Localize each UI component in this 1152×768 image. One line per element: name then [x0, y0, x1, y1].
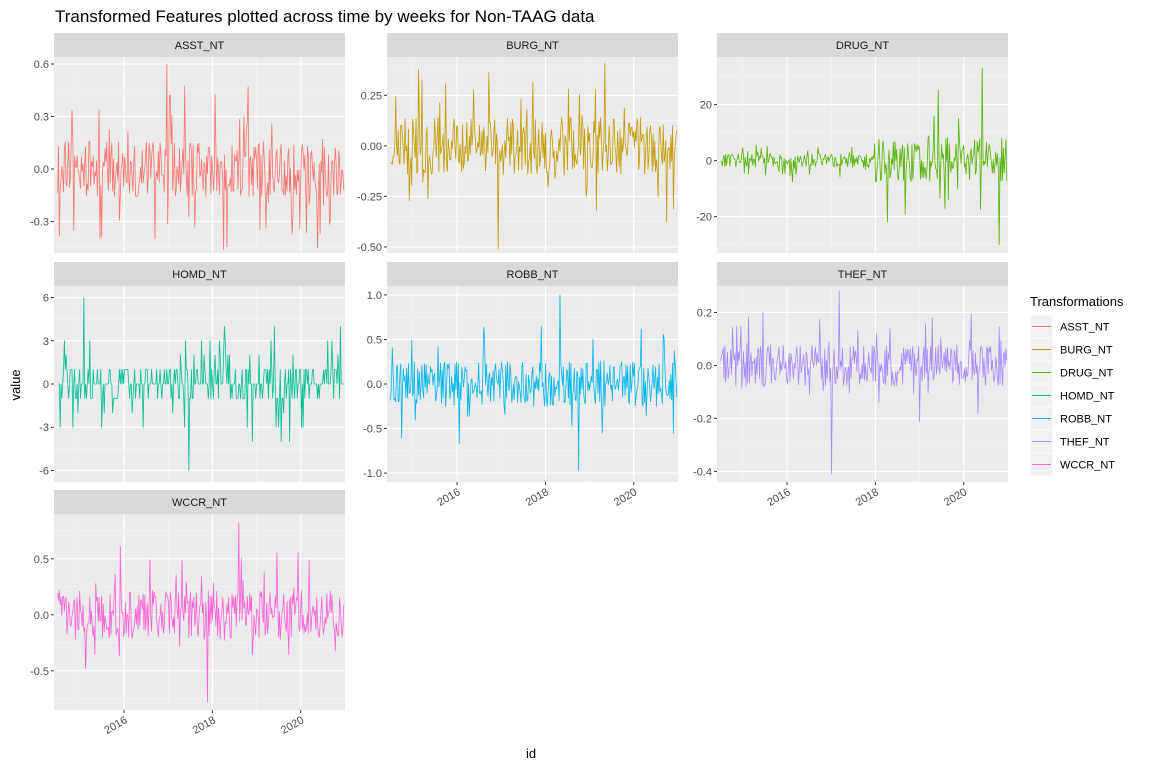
facet-thef_nt: THEF_NT -0.4 -0.2 0.0 0.2 2016 2018 2020: [693, 262, 1008, 509]
y-tick-label: -6: [39, 465, 49, 477]
x-tick-label: 2020: [612, 486, 639, 509]
facet-strip: [717, 262, 1008, 286]
facet-strip: [387, 33, 678, 57]
legend-title: Transformations: [1030, 294, 1124, 309]
facet-drug_nt: DRUG_NT -20 0 20: [696, 33, 1008, 253]
y-tick-label: 0.5: [367, 334, 382, 346]
y-tick-label: -0.2: [693, 413, 712, 425]
x-tick-label: 2018: [191, 714, 218, 737]
facet-strip-label: ROBB_NT: [507, 269, 559, 281]
y-tick-label: 0: [706, 156, 712, 168]
legend-label-drug_nt: DRUG_NT: [1060, 368, 1113, 380]
y-tick-label: -0.5: [30, 666, 49, 678]
y-tick-label: -0.25: [357, 191, 382, 203]
facet-strip-label: DRUG_NT: [836, 40, 889, 52]
x-tick-label: 2018: [854, 486, 881, 509]
y-tick-label: 0.0: [34, 610, 49, 622]
facet-wccr_nt: WCCR_NT -0.5 0.0 0.5 2016 2018 2020: [30, 490, 345, 737]
facet-strip: [717, 33, 1008, 57]
legend-label-robb_nt: ROBB_NT: [1060, 414, 1112, 426]
facet-strip-label: THEF_NT: [838, 269, 888, 281]
y-tick-label: 0.5: [34, 554, 49, 566]
facet-strip: [54, 262, 345, 286]
facet-strip: [54, 33, 345, 57]
y-axis-title: value: [8, 369, 23, 400]
series-line-homd_nt: [57, 297, 344, 471]
series-line-robb_nt: [390, 294, 678, 471]
y-tick-label: 0.6: [34, 59, 49, 71]
x-tick-label: 2016: [435, 486, 462, 509]
y-tick-label: 0.00: [361, 141, 382, 153]
y-tick-label: 3: [43, 336, 49, 348]
series-line-thef_nt: [720, 290, 1008, 475]
facet-robb_nt: ROBB_NT -1.0 -0.5 0.0 0.5 1.0 2016 2018 2020: [363, 262, 678, 509]
facet-asst_nt: ASST_NT -0.3 0.0 0.3 0.6: [30, 33, 345, 253]
y-tick-label: -3: [39, 422, 49, 434]
legend-label-homd_nt: HOMD_NT: [1060, 391, 1115, 403]
facet-strip-label: BURG_NT: [506, 40, 559, 52]
legend-label-asst_nt: ASST_NT: [1060, 322, 1110, 334]
x-tick-label: 2016: [765, 486, 792, 509]
legend-label-burg_nt: BURG_NT: [1060, 345, 1113, 357]
y-tick-label: 0.25: [361, 90, 382, 102]
facet-strip: [387, 262, 678, 286]
facet-panels: ASST_NT-0.30.00.30.6BURG_NT-0.50-0.250.0…: [30, 33, 1008, 737]
facet-strip-label: WCCR_NT: [172, 497, 227, 509]
y-tick-label: -20: [696, 212, 712, 224]
x-tick-label: 2016: [102, 714, 129, 737]
x-tick-label: 2020: [942, 486, 969, 509]
y-tick-label: 0: [43, 379, 49, 391]
y-tick-label: 0.3: [34, 112, 49, 124]
y-tick-label: 0.0: [367, 379, 382, 391]
legend-label-wccr_nt: WCCR_NT: [1060, 460, 1115, 472]
y-tick-label: -0.4: [693, 466, 712, 478]
y-tick-label: 0.0: [34, 164, 49, 176]
x-axis-title: id: [526, 746, 536, 761]
facet-plot-background: [717, 286, 1008, 482]
y-tick-label: 20: [700, 100, 712, 112]
y-tick-label: -0.5: [363, 424, 382, 436]
y-tick-label: -1.0: [363, 468, 382, 480]
x-tick-label: 2020: [279, 714, 306, 737]
y-tick-label: 6: [43, 293, 49, 305]
facet-plot-background: [717, 57, 1008, 253]
legend-label-thef_nt: THEF_NT: [1060, 437, 1110, 449]
x-tick-label: 2018: [524, 486, 551, 509]
facet-homd_nt: HOMD_NT -6 -3 0 3 6: [39, 262, 345, 482]
series-line-drug_nt: [720, 67, 1008, 245]
chart-title: Transformed Features plotted across time…: [55, 7, 595, 26]
y-tick-label: 1.0: [367, 290, 382, 302]
y-tick-label: -0.50: [357, 242, 382, 254]
legend: Transformations ASST_NT BURG_NT DRUG_NT HOM…: [1029, 294, 1124, 477]
y-tick-label: 0.0: [697, 360, 712, 372]
facet-strip-label: HOMD_NT: [172, 269, 227, 281]
series-line-burg_nt: [390, 62, 678, 250]
facet-strip: [54, 490, 345, 514]
facet-strip-label: ASST_NT: [175, 40, 225, 52]
facet-burg_nt: BURG_NT -0.50 -0.25 0.00 0.25: [357, 33, 678, 254]
series-line-wccr_nt: [57, 522, 345, 703]
y-tick-label: -0.3: [30, 217, 49, 229]
series-line-asst_nt: [57, 63, 345, 250]
y-tick-label: 0.2: [697, 307, 712, 319]
